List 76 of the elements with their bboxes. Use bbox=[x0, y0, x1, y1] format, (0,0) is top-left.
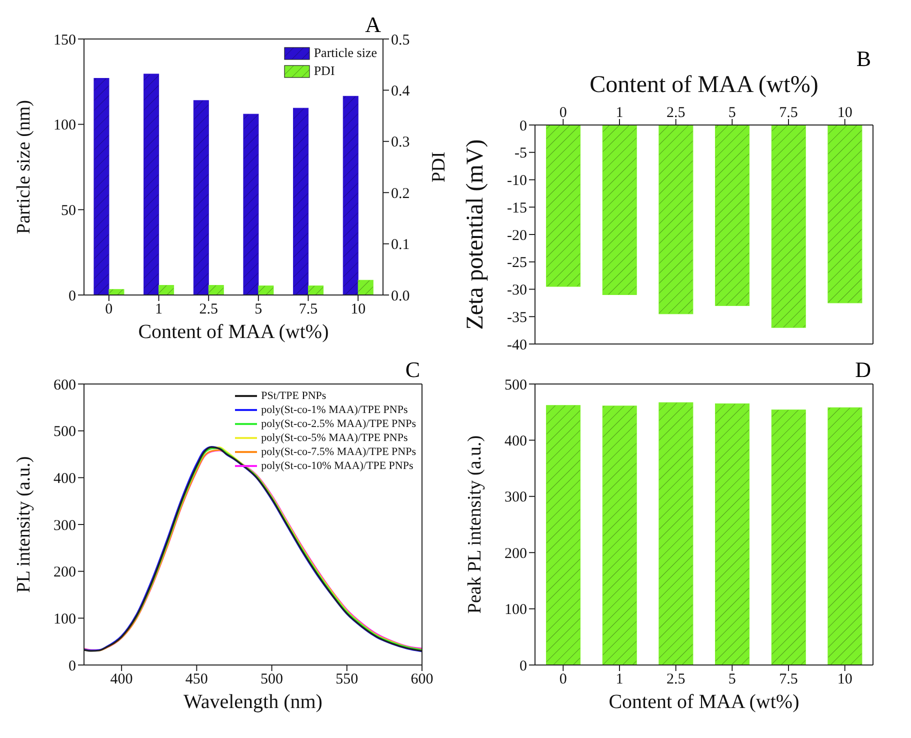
y2-axis-title: PDI bbox=[428, 152, 450, 182]
chart-title: D bbox=[855, 357, 871, 383]
x-tick-label: 5 bbox=[254, 302, 262, 318]
y-tick-label: -30 bbox=[507, 282, 527, 299]
y-tick-label: 500 bbox=[504, 377, 527, 394]
y-tick-label: -35 bbox=[507, 310, 527, 326]
x-axis-title: Content of MAA (wt%) bbox=[138, 321, 329, 343]
y-axis-title: Peak PL intensity (a.u.) bbox=[464, 435, 486, 614]
legend-label: PDI bbox=[314, 62, 335, 80]
x-tick-label: 10 bbox=[837, 672, 852, 688]
y2-tick-label: 0.3 bbox=[391, 134, 410, 151]
x-axis-title: Content of MAA (wt%) bbox=[608, 691, 800, 713]
y-tick-label: 400 bbox=[54, 470, 76, 487]
x-tick-label: 600 bbox=[410, 672, 434, 688]
x-tick-label: 10 bbox=[837, 105, 852, 121]
legend-label: Particle size bbox=[314, 44, 377, 62]
x-axis-title: Wavelength (nm) bbox=[184, 691, 322, 713]
y-tick-label: 200 bbox=[54, 564, 76, 581]
y-tick-label: -25 bbox=[507, 255, 527, 272]
y-tick-label: 0 bbox=[520, 658, 527, 674]
x-tick-label: 500 bbox=[260, 672, 284, 688]
y-tick-label: 200 bbox=[504, 546, 527, 562]
x-tick-label: 0 bbox=[105, 302, 113, 318]
y-tick-label: 0 bbox=[520, 118, 527, 134]
y2-tick-label: 0.2 bbox=[391, 186, 410, 202]
x-tick-label: 2.5 bbox=[199, 302, 218, 318]
x-tick-label: 450 bbox=[185, 672, 208, 688]
y-tick-label: 0 bbox=[68, 658, 76, 674]
y-tick-label: 100 bbox=[54, 611, 76, 628]
y-tick-label: 100 bbox=[54, 118, 76, 134]
x-tick-label: 1 bbox=[155, 302, 162, 318]
legend-label: poly(St-co-7.5% MAA)/TPE PNPs bbox=[261, 445, 416, 459]
y2-tick-label: 0.1 bbox=[391, 237, 410, 254]
x-tick-label: 2.5 bbox=[666, 672, 686, 688]
y-tick-label: -40 bbox=[507, 337, 527, 354]
y-axis-title: Zeta potential (mV) bbox=[462, 139, 489, 330]
x-tick-label: 10 bbox=[350, 302, 366, 318]
x-tick-label: 7.5 bbox=[779, 672, 798, 688]
y-tick-label: 0 bbox=[68, 288, 76, 304]
x-tick-label: 5 bbox=[728, 105, 736, 121]
x-tick-label: 1 bbox=[616, 672, 624, 688]
y-tick-label: -15 bbox=[507, 200, 527, 216]
y-tick-label: 400 bbox=[504, 434, 527, 450]
y-tick-label: -5 bbox=[514, 146, 527, 162]
x-tick-label: 7.5 bbox=[779, 105, 798, 121]
chart-title: A bbox=[365, 12, 381, 38]
x-tick-label: 2.5 bbox=[666, 105, 686, 121]
x-tick-label: 550 bbox=[336, 672, 358, 688]
legend-label: PSt/TPE PNPs bbox=[261, 389, 326, 403]
y-tick-label: 500 bbox=[54, 424, 76, 440]
y-axis-title: Particle size (nm) bbox=[14, 100, 35, 234]
x-tick-label: 0 bbox=[559, 105, 567, 121]
x2-axis-title: Content of MAA (wt%) bbox=[590, 72, 818, 98]
x-tick-label: 400 bbox=[110, 672, 133, 688]
y-tick-label: 600 bbox=[54, 377, 76, 394]
y2-tick-label: 0.5 bbox=[391, 32, 410, 48]
y-tick-label: 100 bbox=[504, 602, 527, 618]
legend-label: poly(St-co-2.5% MAA)/TPE PNPs bbox=[261, 417, 416, 431]
y2-tick-label: 0.4 bbox=[391, 84, 410, 100]
x-tick-label: 5 bbox=[728, 672, 736, 688]
x-tick-label: 1 bbox=[616, 105, 624, 121]
x-tick-label: 0 bbox=[559, 672, 567, 688]
y-tick-label: 150 bbox=[54, 32, 76, 48]
chart-title: C bbox=[405, 357, 420, 383]
chart-title: B bbox=[856, 46, 871, 72]
legend-label: poly(St-co-10% MAA)/TPE PNPs bbox=[261, 459, 414, 473]
y-tick-label: 300 bbox=[504, 490, 527, 506]
legend-label: poly(St-co-1% MAA)/TPE PNPs bbox=[261, 403, 408, 417]
y2-tick-label: 0.0 bbox=[391, 288, 410, 304]
x-tick-label: 7.5 bbox=[298, 302, 318, 318]
y-tick-label: -20 bbox=[507, 228, 527, 244]
y-axis-title: PL intensity (a.u.) bbox=[14, 456, 35, 593]
y-tick-label: -10 bbox=[507, 173, 527, 190]
y-tick-label: 50 bbox=[61, 202, 76, 219]
y-tick-label: 300 bbox=[54, 518, 76, 534]
legend-label: poly(St-co-5% MAA)/TPE PNPs bbox=[261, 431, 408, 445]
